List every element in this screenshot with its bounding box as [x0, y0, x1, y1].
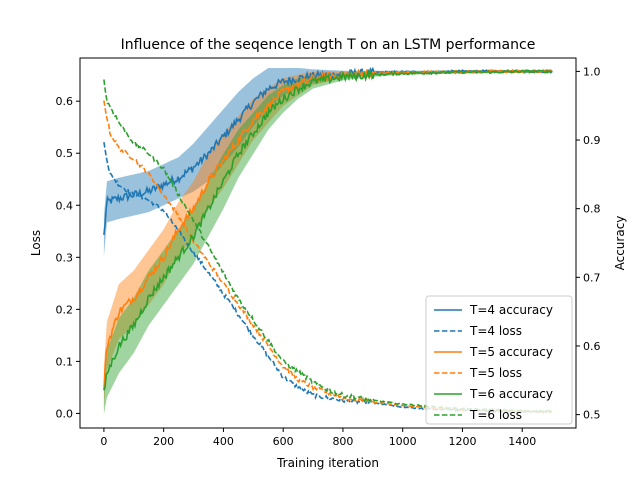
y-right-tick-label-4: 0.9 — [583, 134, 601, 147]
y-left-tick-label-0: 0.0 — [56, 407, 74, 420]
y-right-tick-label-3: 0.8 — [583, 203, 601, 216]
x-tick-label-5: 1000 — [389, 435, 417, 448]
axes-frame — [79, 57, 577, 429]
series-band-0 — [103, 68, 553, 257]
legend: T=4 accuracy T=4 loss T=5 accuracy T=5 loss… — [425, 295, 573, 425]
x-tick-label-2: 400 — [213, 435, 234, 448]
x-tick-label-6: 1200 — [448, 435, 476, 448]
series-band-2 — [103, 70, 553, 408]
x-axis: 0 200 400 600 800 1000 1200 1400 — [100, 428, 536, 448]
y-axis-right: 0.5 0.6 0.7 0.8 0.9 1.0 — [576, 65, 601, 422]
x-tick-label-0: 0 — [100, 435, 107, 448]
y-axis-label-left: Loss — [29, 230, 43, 256]
x-tick-label-7: 1400 — [508, 435, 536, 448]
x-tick-label-3: 600 — [273, 435, 294, 448]
y-right-tick-label-5: 1.0 — [583, 65, 601, 78]
y-left-tick-label-1: 0.1 — [56, 355, 74, 368]
y-left-tick-label-5: 0.5 — [56, 147, 74, 160]
series-line-0 — [103, 66, 553, 235]
x-tick-label-4: 800 — [332, 435, 353, 448]
legend-label-2: T=5 accuracy — [469, 345, 553, 359]
y-right-tick-label-1: 0.6 — [583, 340, 601, 353]
legend-label-3: T=5 loss — [469, 366, 522, 380]
chart-title: Influence of the seqence length T on an … — [121, 37, 536, 53]
legend-label-1: T=4 loss — [469, 324, 522, 338]
x-tick-label-1: 200 — [153, 435, 174, 448]
y-right-tick-label-0: 0.5 — [583, 409, 601, 422]
legend-box — [425, 295, 573, 425]
y-left-tick-label-3: 0.3 — [56, 251, 74, 264]
x-axis-label: Training iteration — [276, 456, 379, 470]
y-right-tick-label-2: 0.7 — [583, 271, 601, 284]
y-axis-label-right: Accuracy — [613, 216, 627, 271]
y-left-tick-label-6: 0.6 — [56, 95, 74, 108]
y-left-tick-label-4: 0.4 — [56, 199, 74, 212]
legend-label-4: T=6 accuracy — [469, 387, 553, 401]
series-line-4 — [103, 68, 553, 391]
legend-label-5: T=6 loss — [469, 408, 522, 422]
y-axis-left: 0.0 0.1 0.2 0.3 0.4 0.5 0.6 — [56, 95, 80, 420]
y-left-tick-label-2: 0.2 — [56, 303, 74, 316]
legend-label-0: T=4 accuracy — [469, 303, 553, 317]
